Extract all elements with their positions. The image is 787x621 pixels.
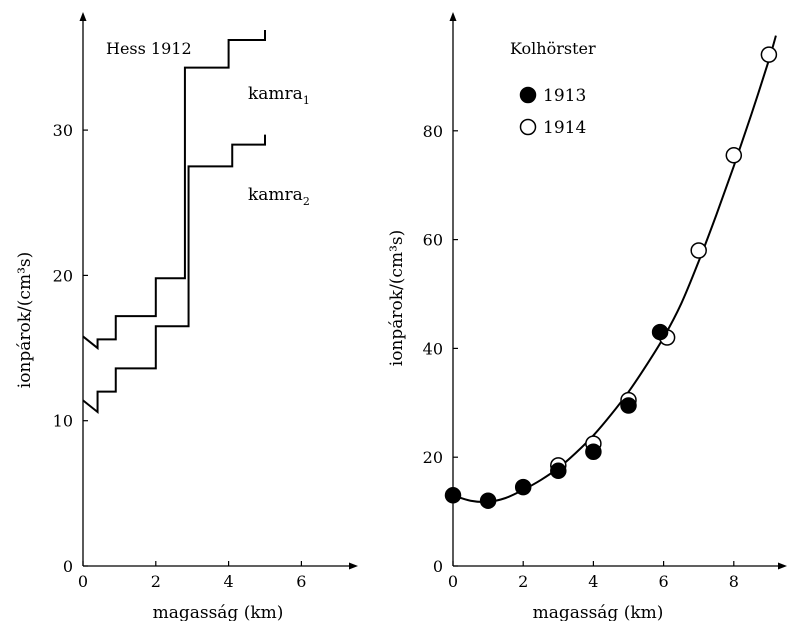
x-tick-label: 0: [448, 572, 458, 591]
x-axis-label-right: magasság (km): [533, 603, 664, 621]
data-point-1913: [585, 443, 602, 461]
y-tick-label: 0: [63, 557, 73, 576]
y-axis-label-right: ionpárok/(cm³s): [387, 230, 407, 366]
data-point-1914: [760, 46, 778, 63]
x-axis-arrow-right: [778, 562, 787, 570]
y-tick-label: 20: [423, 448, 443, 467]
x-axis-label-left: magasság (km): [153, 603, 284, 621]
chart-title-hess: Hess 1912: [106, 39, 192, 58]
y-axis-arrow-right: [449, 12, 457, 21]
series-label-kamra2: kamra2: [248, 185, 310, 208]
fit-curve-line: [452, 35, 777, 503]
data-point-1914: [725, 147, 743, 164]
x-tick-label: 4: [588, 572, 598, 591]
x-axis-arrow-left: [349, 562, 358, 570]
y-tick-label: 10: [53, 412, 73, 431]
y-tick-label: 0: [433, 557, 443, 576]
y-tick-label: 20: [53, 266, 73, 285]
data-point-1913: [479, 492, 497, 509]
x-tick-label: 2: [518, 572, 528, 591]
x-tick-label: 8: [729, 572, 739, 591]
x-tick-label: 6: [659, 572, 669, 591]
legend-label-1913: 1913: [543, 86, 586, 106]
y-tick-label: 40: [423, 339, 443, 358]
y-tick-label: 30: [53, 121, 73, 140]
data-points: [444, 46, 778, 509]
chart-hess-1912: 0 2 4 6 0 10 20 30 Hess 1912 magasság (km) ionp…: [15, 12, 358, 621]
y-tick-label: 80: [423, 122, 443, 141]
data-point-1913: [514, 478, 532, 496]
series-lines: [82, 30, 266, 415]
series-label-kamra1: kamra1: [248, 84, 310, 107]
series-line-kamra1: [82, 30, 266, 351]
chart-title-kolhorster: Kolhörster: [510, 39, 596, 58]
data-point-1913: [651, 323, 669, 341]
y-tick-label: 60: [423, 231, 443, 250]
ticks: 0 2 4 6 0 10 20 30: [53, 121, 307, 591]
fit-curve: [452, 35, 777, 503]
series-line-kamra2: [82, 134, 266, 415]
data-point-1913: [444, 487, 462, 504]
y-axis-arrow-left: [79, 12, 87, 21]
axes: [79, 12, 358, 570]
x-tick-label: 6: [296, 572, 306, 591]
legend-marker-1914: [519, 118, 537, 136]
data-point-1914: [690, 242, 707, 259]
axes: [449, 12, 787, 570]
legend-marker-1913: [519, 86, 537, 104]
data-point-1913: [620, 397, 637, 414]
x-tick-label: 0: [78, 572, 88, 591]
x-tick-label: 4: [224, 572, 234, 591]
legend-label-1914: 1914: [543, 118, 586, 138]
data-point-1913: [550, 462, 567, 480]
x-tick-label: 2: [151, 572, 161, 591]
y-axis-label-left: ionpárok/(cm³s): [15, 252, 35, 388]
